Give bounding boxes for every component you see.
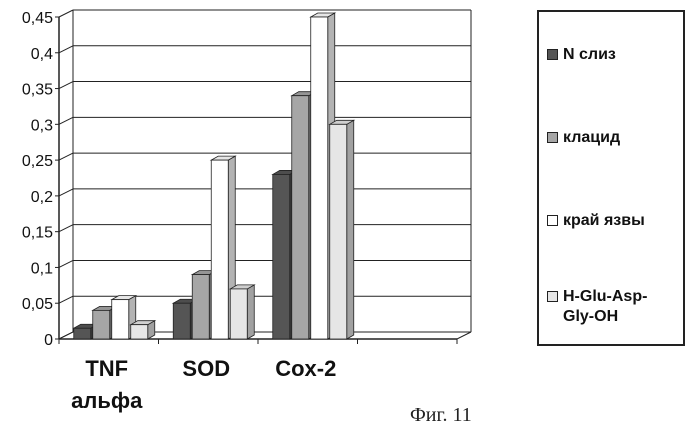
legend-item-krai-yazvy: край язвы [547,211,681,231]
plot-back-wall [73,10,471,332]
bar [273,174,290,339]
bar [112,300,129,339]
x-category-label: альфа [71,388,143,413]
bar [230,289,247,339]
y-tick-label: 0,15 [22,225,53,242]
gridline-side [59,153,73,160]
legend-item-h-glu-asp-gly-oh: H-Glu-Asp- Gly-OH [547,287,681,327]
bar [173,303,190,339]
y-tick-label: 0,2 [31,189,53,206]
gridline-side [59,117,73,124]
bar [330,124,347,339]
gridline-side [59,260,73,267]
y-tick-label: 0,05 [22,296,53,313]
legend-label: N слиз [563,45,681,65]
y-tick-label: 0 [44,332,53,349]
y-tick-label: 0,3 [31,117,53,134]
x-category-label: TNF [85,356,128,381]
x-category-label: SOD [182,356,230,381]
x-category-label: Cox-2 [275,356,336,381]
legend-swatch [547,132,558,143]
legend-label: край язвы [563,211,681,231]
legend-label: H-Glu-Asp- Gly-OH [563,287,681,327]
legend-label-line-2: Gly-OH [563,307,681,327]
bar [311,17,328,339]
legend-item-klacid: клацид [547,128,681,148]
figure-caption: Фиг. 11 [410,404,472,427]
bar-side [347,120,354,339]
legend-swatch [547,291,558,302]
gridline-side [59,82,73,89]
legend-swatch [547,215,558,226]
legend-label: клацид [563,128,681,148]
y-tick-label: 0,45 [22,10,53,27]
bar [74,328,91,339]
y-tick-label: 0,25 [22,153,53,170]
legend-swatch [547,49,558,60]
bar [292,96,309,339]
bar [211,160,228,339]
y-tick-label: 0,4 [31,46,53,63]
bar [192,275,209,339]
gridline-side [59,46,73,53]
gridline-side [59,189,73,196]
gridline-side [59,10,73,17]
bar [93,310,110,339]
gridline-side [59,296,73,303]
gridline-side [59,225,73,232]
bar [131,325,148,339]
legend: N слиз клацид край язвы H-Glu-Asp- Gly-O… [537,10,685,346]
y-tick-label: 0,1 [31,260,53,277]
legend-label-line-1: H-Glu-Asp- [563,287,681,307]
y-tick-label: 0,35 [22,82,53,99]
legend-item-n-sliz: N слиз [547,45,681,65]
bar-side [247,285,254,339]
